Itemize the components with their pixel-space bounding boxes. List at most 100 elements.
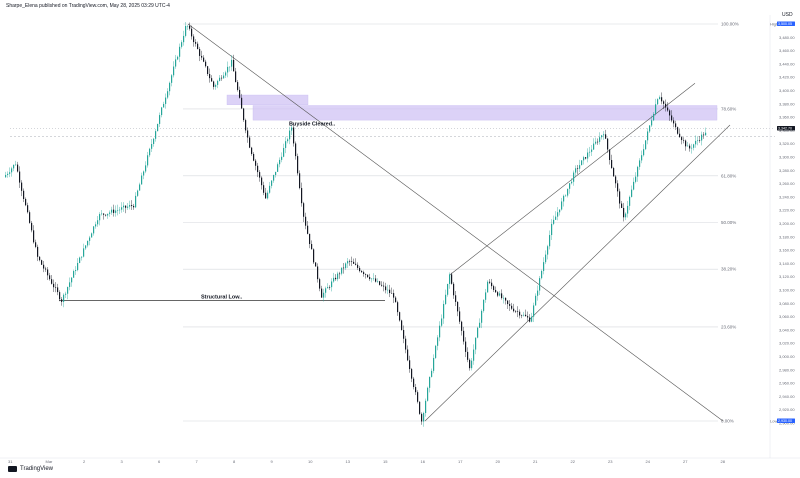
candle-body <box>627 205 629 214</box>
candle-body <box>51 279 53 284</box>
candle-body <box>467 351 469 360</box>
x-tick-label: 28 <box>721 459 726 464</box>
candle-body <box>105 214 107 216</box>
candle-body <box>609 149 611 160</box>
candle-body <box>133 205 135 208</box>
candle-body <box>87 240 89 246</box>
candle-body <box>559 209 561 213</box>
candle-body <box>445 294 447 304</box>
x-tick-label: 24 <box>646 459 651 464</box>
candle-body <box>317 266 319 280</box>
candle-body <box>485 292 487 300</box>
candle-body <box>65 293 67 295</box>
candle-body <box>135 195 137 208</box>
trend-line-descending <box>187 23 724 422</box>
candle-body <box>363 272 365 275</box>
candle-body <box>459 311 461 322</box>
candle-body <box>401 320 403 330</box>
candle-body <box>493 286 495 290</box>
y-tick-label: 3,220.00 <box>779 208 795 213</box>
y-tick-label: 3,020.00 <box>779 341 795 346</box>
candle-body <box>171 75 173 83</box>
candle-body <box>389 289 391 294</box>
candle-body <box>9 172 11 174</box>
candle-body <box>329 287 331 288</box>
candle-body <box>625 213 627 218</box>
candle-body <box>109 212 111 214</box>
candle-body <box>705 132 707 136</box>
candle-body <box>125 205 127 208</box>
candle-body <box>353 261 355 264</box>
candle-body <box>27 205 29 213</box>
candle-body <box>701 134 703 141</box>
candle-body <box>213 81 215 87</box>
candle-body <box>637 166 639 177</box>
candle-body <box>423 412 425 422</box>
candle-body <box>231 59 233 67</box>
candle-body <box>277 164 279 172</box>
candle-body <box>121 207 123 210</box>
y-tick-label: 3,180.00 <box>779 234 795 239</box>
candle-body <box>123 205 125 208</box>
candle-body <box>527 316 529 318</box>
candle-body <box>649 125 651 132</box>
candle-body <box>143 171 145 176</box>
candle-body <box>107 213 109 216</box>
candle-body <box>153 138 155 144</box>
candle-body <box>93 226 95 234</box>
price-tag-box <box>777 125 795 131</box>
candle-body <box>441 318 443 326</box>
candle-body <box>573 172 575 182</box>
y-tick-label: 3,160.00 <box>779 248 795 253</box>
candle-body <box>185 26 187 36</box>
candle-body <box>209 74 211 79</box>
candle-body <box>413 378 415 388</box>
candle-body <box>39 256 41 261</box>
candle-body <box>699 140 701 141</box>
candle-body <box>419 401 421 414</box>
candle-body <box>667 107 669 111</box>
y-tick-label: 3,480.00 <box>779 35 795 40</box>
candle-body <box>623 207 625 218</box>
candle-body <box>405 338 407 350</box>
candle-body <box>407 349 409 361</box>
candle-body <box>453 283 455 296</box>
candle-body <box>129 205 131 207</box>
zone-0 <box>226 94 309 105</box>
candle-body <box>131 205 133 206</box>
candle-body <box>593 143 595 150</box>
candle-body <box>77 262 79 271</box>
candle-body <box>327 287 329 289</box>
candle-body <box>387 289 389 291</box>
candle-body <box>25 199 27 206</box>
candle-body <box>515 311 517 312</box>
candle-body <box>29 212 31 223</box>
candle-body <box>691 147 693 149</box>
candle-body <box>545 254 547 263</box>
candle-body <box>429 376 431 388</box>
candle-body <box>409 360 411 370</box>
trend-lines <box>59 23 731 422</box>
candle-body <box>169 82 171 92</box>
candle-body <box>575 168 577 173</box>
candle-body <box>223 75 225 79</box>
candle-body <box>497 292 499 296</box>
candle-body <box>159 115 161 124</box>
candle-body <box>241 97 243 109</box>
candle-body <box>367 274 369 278</box>
candle-body <box>261 177 263 186</box>
candle-body <box>571 181 573 184</box>
candle-body <box>225 72 227 76</box>
candle-body <box>561 201 563 210</box>
candle-body <box>439 325 441 338</box>
candle-body <box>179 46 181 57</box>
candle-body <box>229 66 231 68</box>
candle-body <box>191 28 193 37</box>
candle-body <box>177 56 179 60</box>
candle-body <box>7 173 9 175</box>
fib-label-6: 0.00% <box>721 419 734 424</box>
candle-body <box>551 223 553 236</box>
candle-body <box>553 219 555 224</box>
candle-body <box>659 97 661 100</box>
candle-body <box>239 89 241 98</box>
